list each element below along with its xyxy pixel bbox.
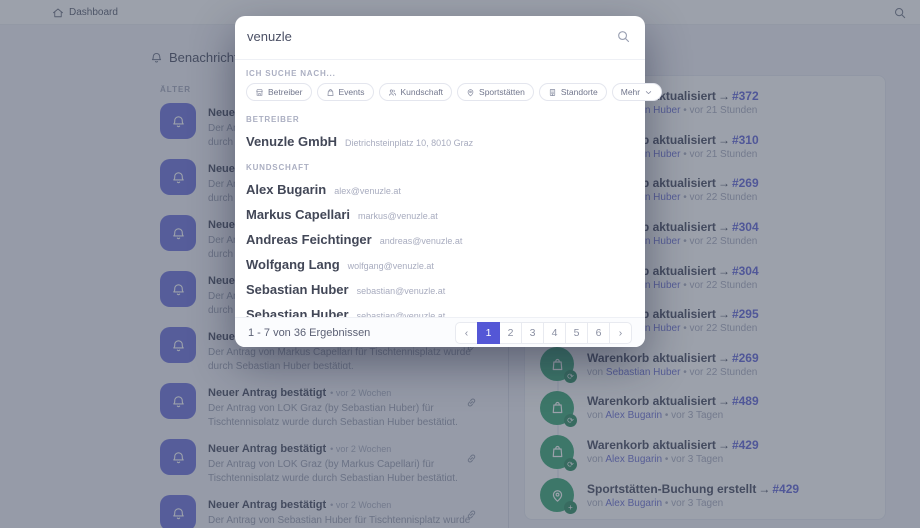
results-summary: 1 - 7 von 36 Ergebnissen bbox=[248, 326, 371, 339]
search-icon[interactable] bbox=[616, 29, 631, 44]
result-detail: markus@venuzle.at bbox=[358, 211, 438, 221]
page-button-3[interactable]: 3 bbox=[521, 321, 544, 344]
result-detail: andreas@venuzle.at bbox=[379, 236, 463, 246]
filter-chips: Betreiber Events Kundschaft Sportstätten… bbox=[246, 83, 663, 101]
pin-icon bbox=[467, 88, 474, 96]
chip-kundschaft[interactable]: Kundschaft bbox=[378, 83, 453, 101]
divider bbox=[235, 59, 645, 60]
people-icon bbox=[388, 89, 396, 96]
building-icon bbox=[549, 88, 555, 96]
result-detail: wolfgang@venuzle.at bbox=[347, 261, 434, 271]
bag-icon bbox=[327, 88, 333, 96]
prev-page-button[interactable]: ‹ bbox=[455, 321, 478, 344]
search-result[interactable]: Wolfgang Lang wolfgang@venuzle.at bbox=[246, 257, 631, 272]
search-result[interactable]: Venuzle GmbH Dietrichsteinplatz 10, 8010… bbox=[246, 134, 631, 149]
search-result[interactable]: Sebastian Huber sebastian@venuzle.at bbox=[246, 282, 631, 297]
suggest-label: ICH SUCHE NACH... bbox=[246, 69, 336, 78]
result-detail: sebastian@venuzle.at bbox=[356, 311, 446, 321]
chip-events[interactable]: Events bbox=[316, 83, 374, 101]
search-input[interactable] bbox=[247, 28, 616, 44]
page-button-4[interactable]: 4 bbox=[543, 321, 566, 344]
result-detail: sebastian@venuzle.at bbox=[356, 286, 446, 296]
result-name: Wolfgang Lang bbox=[246, 257, 340, 272]
search-result[interactable]: Andreas Feichtinger andreas@venuzle.at bbox=[246, 232, 631, 247]
result-name: Alex Bugarin bbox=[246, 182, 327, 197]
results-footer: 1 - 7 von 36 Ergebnissen ‹ 1 2 3 4 5 6 › bbox=[235, 317, 645, 347]
group-label-kundschaft: KUNDSCHAFT bbox=[246, 163, 310, 172]
storefront-icon bbox=[256, 88, 263, 96]
chip-sportstaetten[interactable]: Sportstätten bbox=[457, 83, 534, 101]
result-name: Markus Capellari bbox=[246, 207, 351, 222]
result-name: Sebastian Huber bbox=[246, 282, 349, 297]
group-label-betreiber: BETREIBER bbox=[246, 115, 300, 124]
pagination: ‹ 1 2 3 4 5 6 › bbox=[455, 321, 632, 344]
search-result[interactable]: Alex Bugarin alex@venuzle.at bbox=[246, 182, 631, 197]
page-button-6[interactable]: 6 bbox=[587, 321, 610, 344]
next-page-button[interactable]: › bbox=[609, 321, 632, 344]
chip-mehr[interactable]: Mehr bbox=[611, 83, 663, 101]
result-name: Andreas Feichtinger bbox=[246, 232, 372, 247]
chip-betreiber[interactable]: Betreiber bbox=[246, 83, 312, 101]
chip-standorte[interactable]: Standorte bbox=[538, 83, 607, 101]
page-button-5[interactable]: 5 bbox=[565, 321, 588, 344]
search-bar bbox=[235, 16, 645, 50]
result-name: Venuzle GmbH bbox=[246, 134, 338, 149]
global-search-modal: ICH SUCHE NACH... Betreiber Events Kunds… bbox=[235, 16, 663, 347]
page-button-2[interactable]: 2 bbox=[499, 321, 522, 344]
search-result[interactable]: Markus Capellari markus@venuzle.at bbox=[246, 207, 631, 222]
result-detail: Dietrichsteinplatz 10, 8010 Graz bbox=[345, 138, 474, 148]
page-button-1[interactable]: 1 bbox=[477, 321, 500, 344]
chevron-down-icon bbox=[646, 90, 652, 94]
result-detail: alex@venuzle.at bbox=[334, 186, 401, 196]
